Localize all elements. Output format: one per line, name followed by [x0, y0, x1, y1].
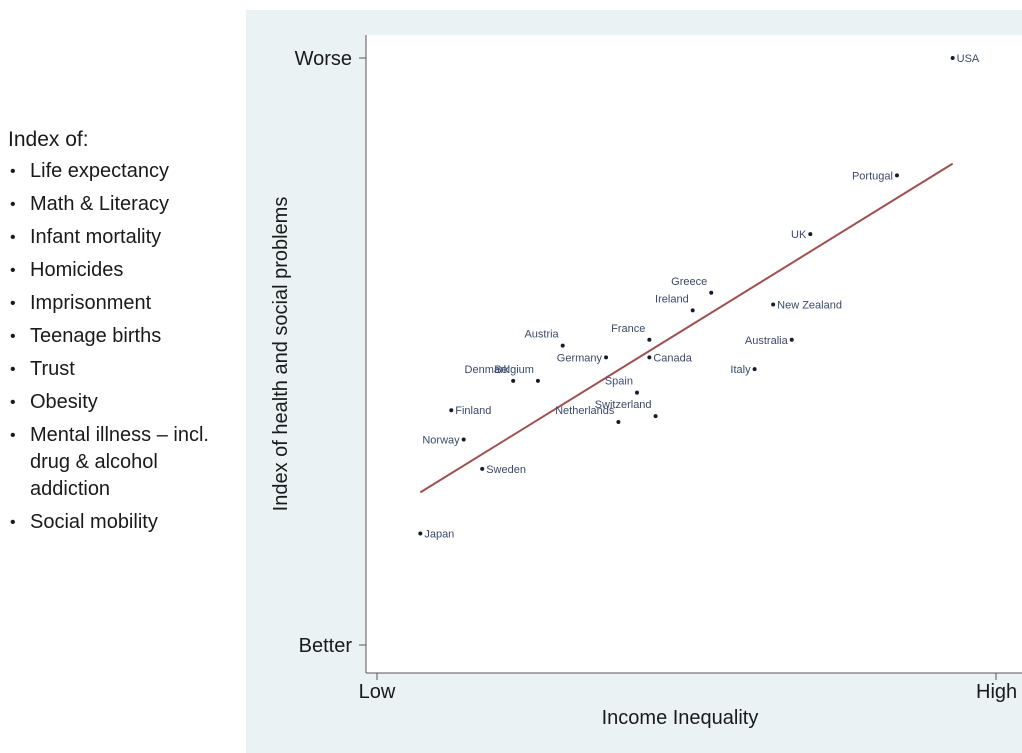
point-switzerland	[653, 414, 658, 419]
y-tick-label: Worse	[295, 48, 352, 70]
point-label: Netherlands	[555, 405, 615, 417]
legend-item: Obesity	[8, 389, 233, 416]
point-label: Austria	[524, 329, 559, 341]
legend-list: Life expectancy Math & Literacy Infant m…	[8, 158, 233, 536]
legend-item: Teenage births	[8, 323, 233, 350]
trend-line	[419, 162, 954, 494]
chart-panel: Better Worse Low High USA Portugal UK Greece N…	[246, 10, 1022, 753]
x-tick-label: High	[976, 681, 1017, 703]
point-spain	[634, 390, 639, 395]
point-label: Ireland	[655, 293, 689, 305]
index-legend: Index of: Life expectancy Math & Literac…	[8, 128, 233, 542]
legend-item: Mental illness – incl. drug & alcohol ad…	[8, 422, 233, 503]
point-denmark	[511, 378, 516, 383]
point-germany	[604, 355, 609, 360]
point-australia	[789, 337, 794, 342]
legend-item: Social mobility	[8, 509, 233, 536]
point-label: Portugal	[852, 170, 893, 182]
x-ticks: Low High	[359, 673, 1017, 703]
point-label: Norway	[422, 435, 460, 447]
point-greece	[709, 290, 714, 295]
point-label: Denmark	[465, 364, 510, 376]
point-label: UK	[791, 229, 807, 241]
point-label: New Zealand	[777, 300, 842, 312]
plot-area	[366, 35, 1022, 673]
y-axis-title: Index of health and social problems	[270, 197, 292, 512]
point-label: Japan	[424, 528, 454, 540]
point-finland	[449, 408, 454, 413]
legend-item: Life expectancy	[8, 158, 233, 185]
point-label: Switzerland	[595, 399, 652, 411]
point-japan	[418, 531, 423, 536]
point-label: Canada	[653, 352, 692, 364]
point-uk	[808, 232, 813, 237]
point-label: Greece	[671, 276, 707, 288]
point-italy	[752, 367, 757, 372]
point-france	[647, 337, 652, 342]
point-usa	[950, 56, 955, 60]
point-portugal	[894, 173, 899, 178]
point-label: Belgium	[494, 364, 534, 376]
point-sweden	[480, 466, 485, 471]
legend-item: Infant mortality	[8, 224, 233, 251]
legend-item: Imprisonment	[8, 290, 233, 317]
legend-item: Homicides	[8, 257, 233, 284]
point-label: Australia	[745, 335, 789, 347]
point-label: Germany	[557, 352, 603, 364]
x-axis-title: Income Inequality	[602, 707, 759, 729]
point-belgium	[535, 378, 540, 383]
legend-title: Index of:	[8, 128, 89, 151]
point-netherlands	[616, 419, 621, 424]
point-label: Finland	[455, 405, 491, 417]
point-label: USA	[957, 53, 980, 65]
point-austria	[560, 343, 565, 348]
data-points: USA Portugal UK Greece New Zealand Ireland Aus…	[418, 53, 980, 540]
scatter-chart: Better Worse Low High USA Portugal UK Greece N…	[270, 35, 1022, 729]
legend-item: Math & Literacy	[8, 191, 233, 218]
point-new-zealand	[771, 302, 776, 307]
point-label: France	[611, 323, 645, 335]
point-ireland	[690, 308, 695, 313]
y-ticks: Better Worse	[295, 48, 366, 657]
point-norway	[461, 437, 466, 442]
x-tick-label: Low	[359, 681, 396, 703]
legend-item: Trust	[8, 356, 233, 383]
y-tick-label: Better	[299, 635, 353, 657]
point-label: Italy	[730, 364, 751, 376]
point-label: Sweden	[486, 464, 526, 476]
point-label: Spain	[605, 376, 633, 388]
point-canada	[647, 355, 652, 360]
